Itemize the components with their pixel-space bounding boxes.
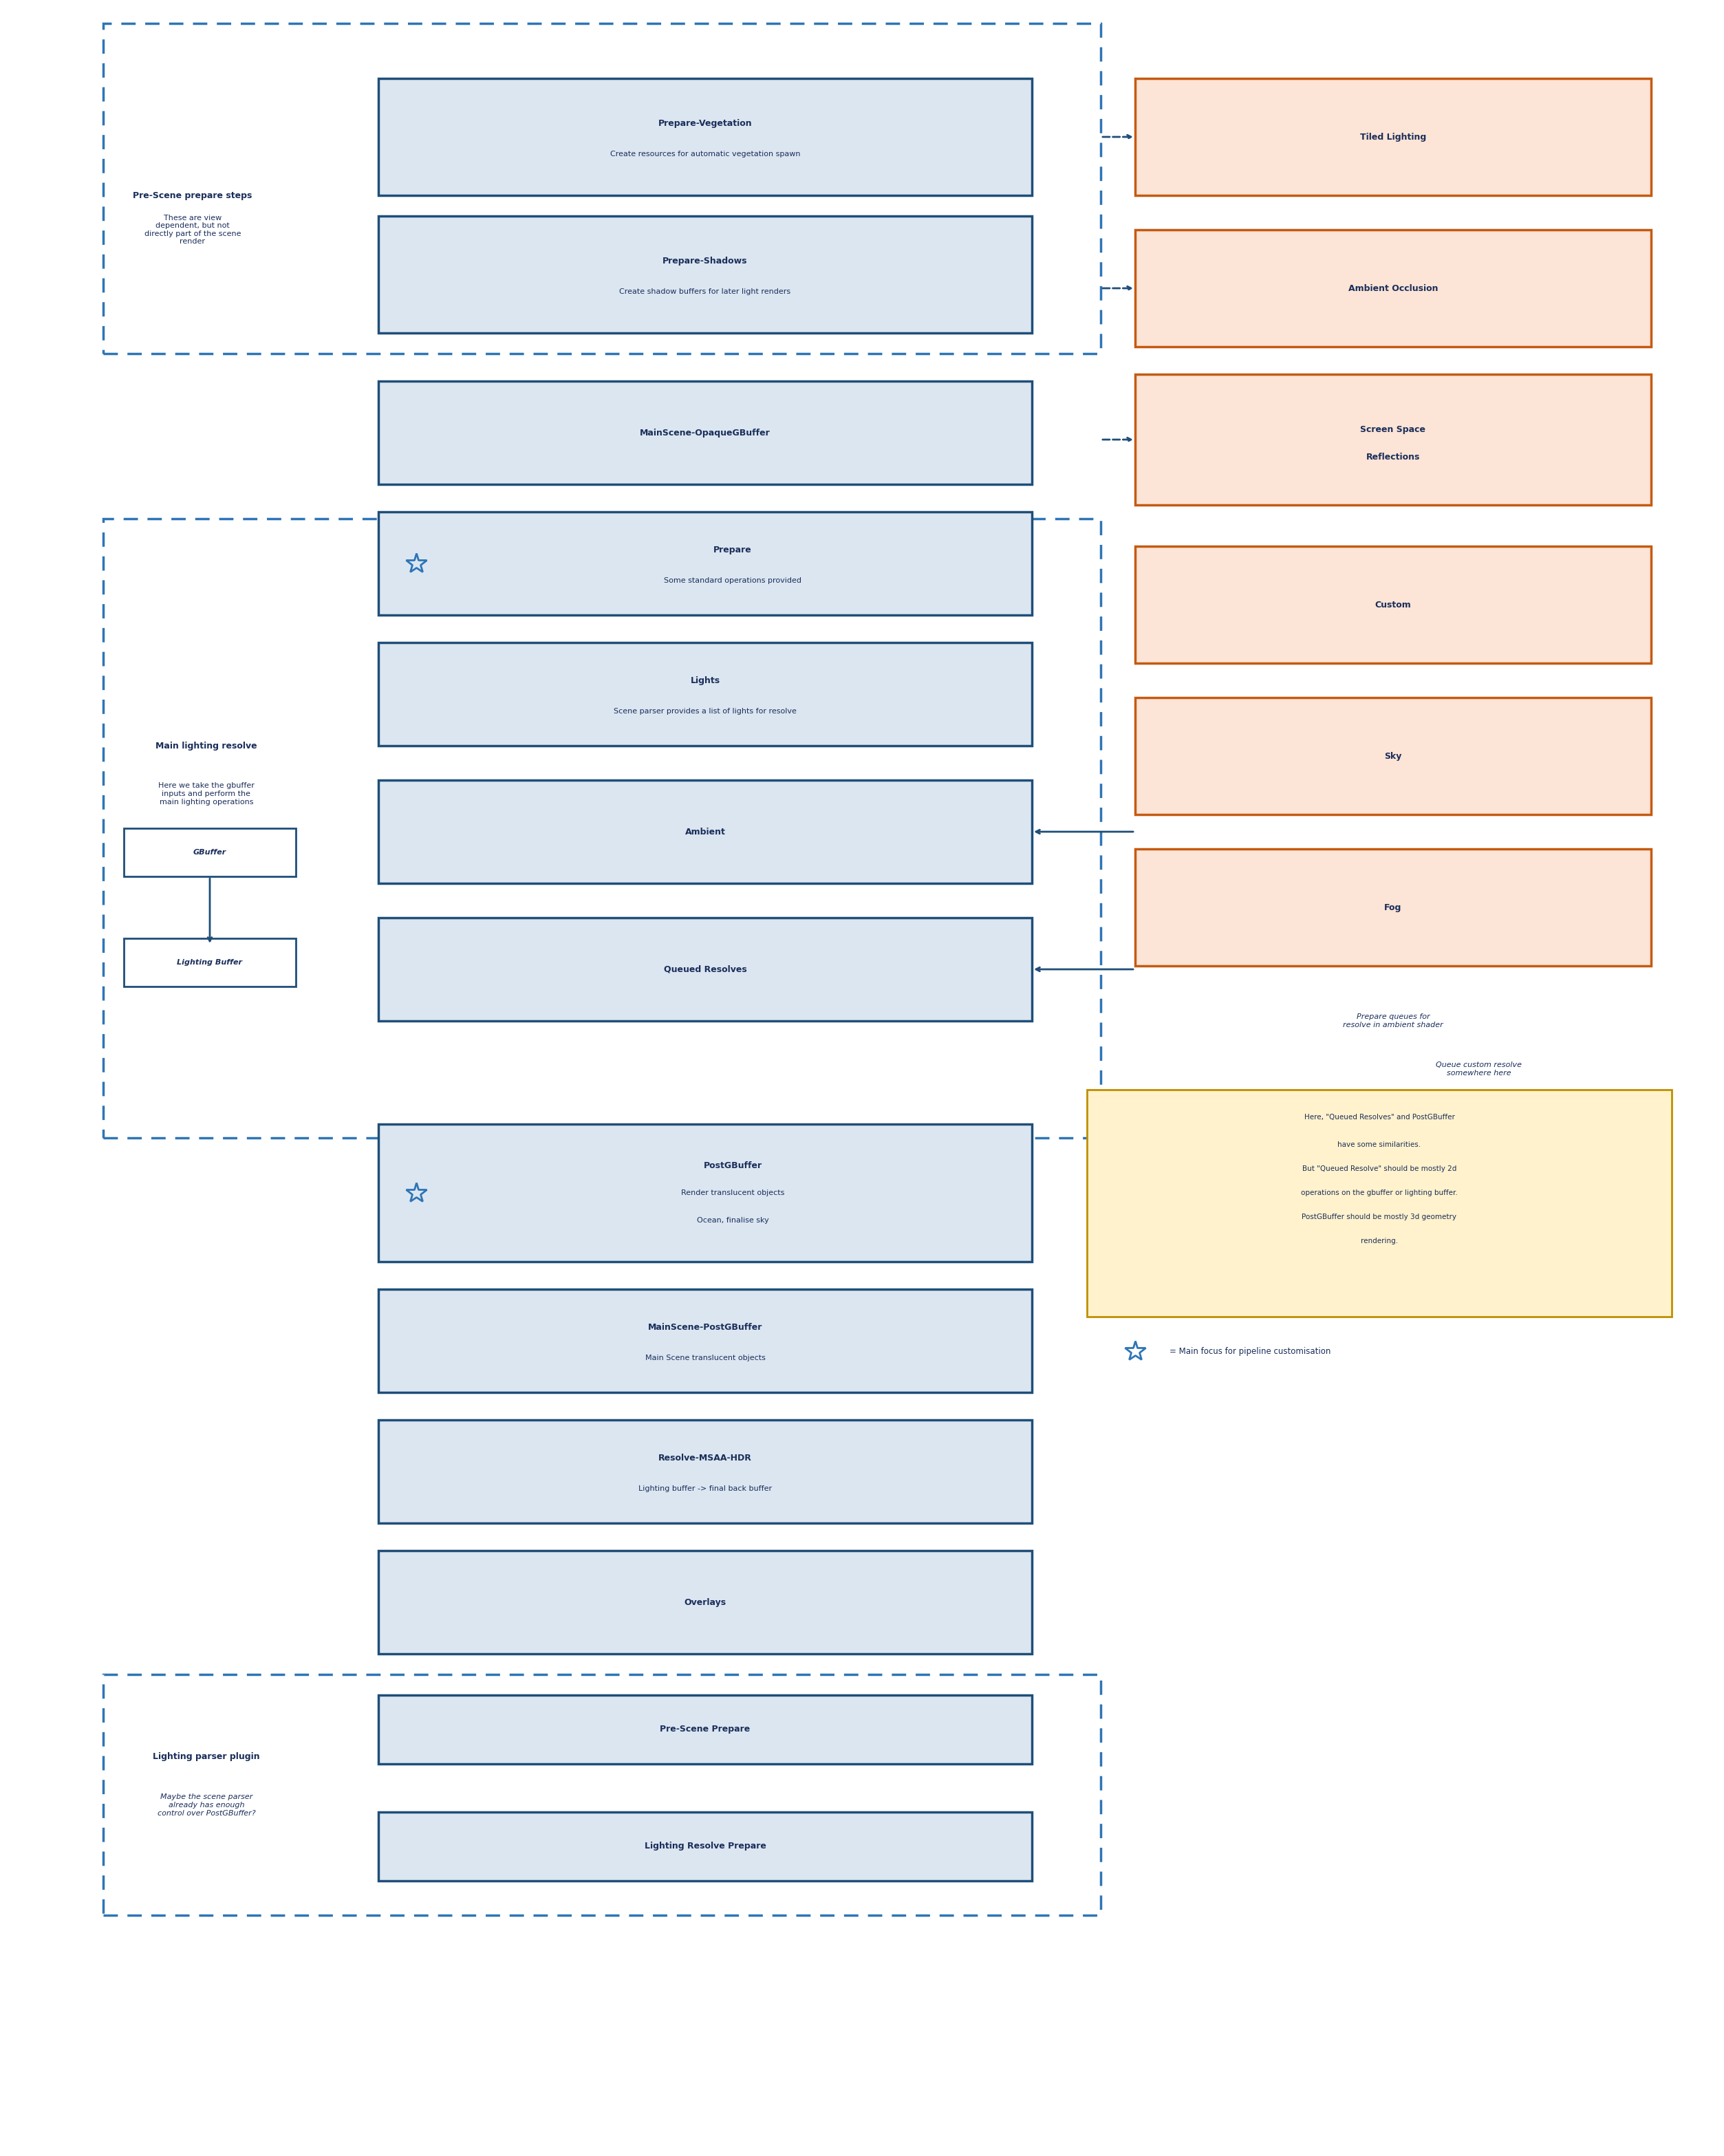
Text: Ambient: Ambient [684, 828, 726, 837]
FancyBboxPatch shape [124, 828, 297, 877]
FancyBboxPatch shape [378, 78, 1033, 196]
Text: PostGBuffer: PostGBuffer [703, 1160, 762, 1171]
Text: Lighting Buffer: Lighting Buffer [178, 959, 243, 966]
Text: = Main focus for pipeline customisation: = Main focus for pipeline customisation [1169, 1348, 1331, 1356]
FancyBboxPatch shape [378, 1289, 1033, 1393]
FancyBboxPatch shape [378, 511, 1033, 614]
Text: Queue custom resolve
somewhere here: Queue custom resolve somewhere here [1436, 1061, 1522, 1076]
Text: Prepare-Vegetation: Prepare-Vegetation [659, 119, 752, 127]
FancyBboxPatch shape [1134, 231, 1652, 347]
Text: Main lighting resolve: Main lighting resolve [155, 742, 257, 750]
FancyBboxPatch shape [378, 780, 1033, 884]
Text: Prepare-Shadows: Prepare-Shadows [662, 257, 748, 265]
FancyBboxPatch shape [378, 1123, 1033, 1261]
Text: Screen Space: Screen Space [1360, 425, 1426, 433]
Text: Fog: Fog [1384, 903, 1402, 912]
Text: Tiled Lighting: Tiled Lighting [1360, 132, 1426, 142]
Text: Here, "Queued Resolves" and PostGBuffer: Here, "Queued Resolves" and PostGBuffer [1303, 1115, 1455, 1121]
FancyBboxPatch shape [378, 642, 1033, 746]
FancyBboxPatch shape [378, 918, 1033, 1022]
Bar [103, 24, 1100, 354]
Text: Ocean, finalise sky: Ocean, finalise sky [696, 1216, 769, 1225]
Text: Overlays: Overlays [684, 1598, 726, 1606]
Text: Lighting parser plugin: Lighting parser plugin [153, 1753, 260, 1761]
FancyBboxPatch shape [1134, 78, 1652, 196]
Text: PostGBuffer should be mostly 3d geometry: PostGBuffer should be mostly 3d geometry [1302, 1214, 1457, 1220]
Text: operations on the gbuffer or lighting buffer.: operations on the gbuffer or lighting bu… [1302, 1190, 1459, 1197]
Text: Reflections: Reflections [1365, 453, 1421, 461]
Text: Prepare: Prepare [714, 545, 752, 554]
FancyBboxPatch shape [1134, 375, 1652, 505]
Text: Scene parser provides a list of lights for resolve: Scene parser provides a list of lights f… [614, 707, 796, 716]
Bar [103, 1675, 1100, 1915]
Text: Lighting buffer -> final back buffer: Lighting buffer -> final back buffer [638, 1485, 772, 1492]
FancyBboxPatch shape [1086, 1089, 1672, 1317]
FancyBboxPatch shape [1134, 699, 1652, 815]
Text: Queued Resolves: Queued Resolves [664, 966, 746, 975]
Text: Ambient Occlusion: Ambient Occlusion [1348, 285, 1438, 293]
FancyBboxPatch shape [124, 938, 297, 987]
Text: These are view
dependent, but not
directly part of the scene
render: These are view dependent, but not direct… [145, 213, 241, 246]
Text: Create resources for automatic vegetation spawn: Create resources for automatic vegetatio… [610, 151, 800, 157]
FancyBboxPatch shape [378, 1421, 1033, 1522]
Text: Pre-Scene Prepare: Pre-Scene Prepare [660, 1725, 750, 1733]
FancyBboxPatch shape [1134, 545, 1652, 664]
FancyBboxPatch shape [1134, 849, 1652, 966]
Text: Main Scene translucent objects: Main Scene translucent objects [645, 1354, 765, 1360]
Text: MainScene-OpaqueGBuffer: MainScene-OpaqueGBuffer [640, 429, 771, 438]
Text: MainScene-PostGBuffer: MainScene-PostGBuffer [648, 1322, 762, 1332]
Text: But "Queued Resolve" should be mostly 2d: But "Queued Resolve" should be mostly 2d [1302, 1166, 1457, 1173]
FancyBboxPatch shape [378, 1695, 1033, 1764]
Text: Create shadow buffers for later light renders: Create shadow buffers for later light re… [619, 289, 791, 295]
Text: GBuffer: GBuffer [193, 849, 226, 856]
Text: Resolve-MSAA-HDR: Resolve-MSAA-HDR [659, 1453, 752, 1462]
Text: Lighting Resolve Prepare: Lighting Resolve Prepare [645, 1841, 765, 1850]
FancyBboxPatch shape [378, 1550, 1033, 1654]
Text: Some standard operations provided: Some standard operations provided [664, 578, 802, 584]
FancyBboxPatch shape [378, 382, 1033, 485]
Text: rendering.: rendering. [1360, 1238, 1398, 1244]
Text: Here we take the gbuffer
inputs and perform the
main lighting operations: Here we take the gbuffer inputs and perf… [159, 783, 255, 806]
Text: Render translucent objects: Render translucent objects [681, 1190, 784, 1197]
Text: Pre-Scene prepare steps: Pre-Scene prepare steps [133, 192, 252, 201]
Text: Lights: Lights [690, 675, 721, 686]
Text: have some similarities.: have some similarities. [1338, 1141, 1421, 1149]
FancyBboxPatch shape [378, 216, 1033, 332]
Text: Maybe the scene parser
already has enough
control over PostGBuffer?: Maybe the scene parser already has enoug… [157, 1794, 255, 1818]
Bar [103, 520, 1100, 1138]
Text: Sky: Sky [1384, 752, 1402, 761]
FancyBboxPatch shape [378, 1811, 1033, 1880]
Text: Custom: Custom [1376, 599, 1412, 610]
Text: Prepare queues for
resolve in ambient shader: Prepare queues for resolve in ambient sh… [1343, 1013, 1443, 1028]
